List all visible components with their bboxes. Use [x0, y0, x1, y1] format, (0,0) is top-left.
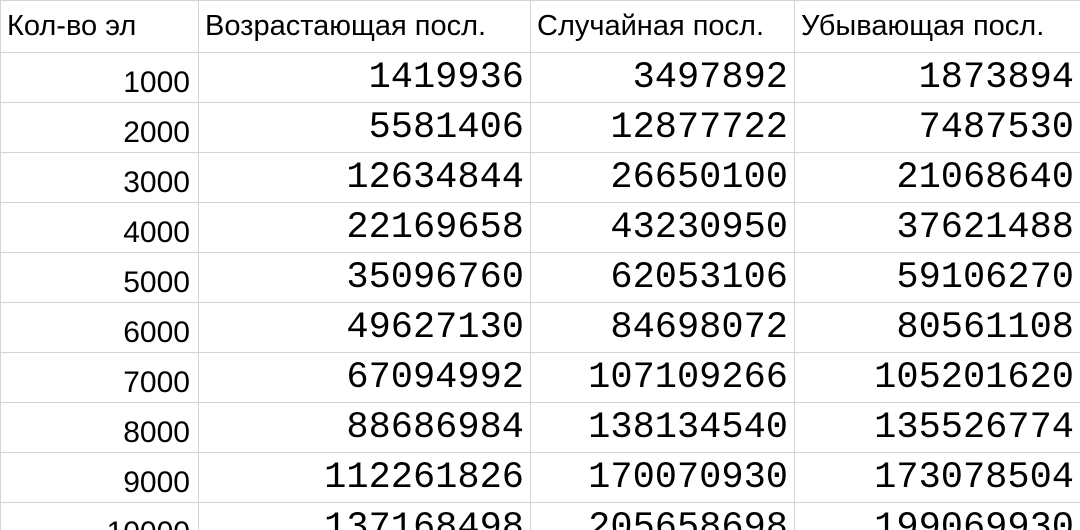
cell-descending[interactable]: 135526774	[794, 402, 1080, 453]
table-row: 9000 112261826 170070930 173078504	[0, 452, 1080, 503]
cell-descending[interactable]: 173078504	[794, 452, 1080, 503]
cell-descending[interactable]: 105201620	[794, 352, 1080, 403]
cell-count[interactable]: 8000	[0, 402, 199, 453]
table-row: 4000 22169658 43230950 37621488	[0, 202, 1080, 253]
table-row: 1000 1419936 3497892 1873894	[0, 52, 1080, 103]
header-cell-random[interactable]: Случайная посл.	[530, 0, 795, 53]
cell-ascending[interactable]: 112261826	[198, 452, 531, 503]
cell-random[interactable]: 170070930	[530, 452, 795, 503]
header-cell-descending[interactable]: Убывающая посл.	[794, 0, 1080, 53]
cell-descending[interactable]: 199069930	[794, 502, 1080, 530]
cell-descending[interactable]: 21068640	[794, 152, 1080, 203]
cell-count[interactable]: 7000	[0, 352, 199, 403]
cell-ascending[interactable]: 1419936	[198, 52, 531, 103]
table-row: 3000 12634844 26650100 21068640	[0, 152, 1080, 203]
cell-descending[interactable]: 7487530	[794, 102, 1080, 153]
cell-count[interactable]: 5000	[0, 252, 199, 303]
cell-ascending[interactable]: 5581406	[198, 102, 531, 153]
header-row: Кол-во эл Возрастающая посл. Случайная п…	[0, 0, 1080, 53]
header-cell-count[interactable]: Кол-во эл	[0, 0, 199, 53]
cell-random[interactable]: 3497892	[530, 52, 795, 103]
cell-ascending[interactable]: 88686984	[198, 402, 531, 453]
cell-count[interactable]: 3000	[0, 152, 199, 203]
table-row: 5000 35096760 62053106 59106270	[0, 252, 1080, 303]
cell-descending[interactable]: 59106270	[794, 252, 1080, 303]
cell-descending[interactable]: 80561108	[794, 302, 1080, 353]
cell-ascending[interactable]: 137168498	[198, 502, 531, 530]
cell-descending[interactable]: 1873894	[794, 52, 1080, 103]
cell-ascending[interactable]: 67094992	[198, 352, 531, 403]
cell-random[interactable]: 107109266	[530, 352, 795, 403]
cell-ascending[interactable]: 35096760	[198, 252, 531, 303]
cell-count[interactable]: 1000	[0, 52, 199, 103]
cell-ascending[interactable]: 12634844	[198, 152, 531, 203]
header-cell-ascending[interactable]: Возрастающая посл.	[198, 0, 531, 53]
cell-descending[interactable]: 37621488	[794, 202, 1080, 253]
table-row: 7000 67094992 107109266 105201620	[0, 352, 1080, 403]
cell-count[interactable]: 2000	[0, 102, 199, 153]
cell-random[interactable]: 138134540	[530, 402, 795, 453]
cell-ascending[interactable]: 49627130	[198, 302, 531, 353]
cell-random[interactable]: 84698072	[530, 302, 795, 353]
cell-count[interactable]: 4000	[0, 202, 199, 253]
cell-count[interactable]: 9000	[0, 452, 199, 503]
cell-count[interactable]: 6000	[0, 302, 199, 353]
table-row: 6000 49627130 84698072 80561108	[0, 302, 1080, 353]
table-row: 8000 88686984 138134540 135526774	[0, 402, 1080, 453]
cell-random[interactable]: 205658698	[530, 502, 795, 530]
cell-random[interactable]: 26650100	[530, 152, 795, 203]
cell-count[interactable]: 10000	[0, 502, 199, 530]
cell-random[interactable]: 12877722	[530, 102, 795, 153]
table-row: 10000 137168498 205658698 199069930	[0, 502, 1080, 530]
cell-random[interactable]: 43230950	[530, 202, 795, 253]
table-row: 2000 5581406 12877722 7487530	[0, 102, 1080, 153]
cell-ascending[interactable]: 22169658	[198, 202, 531, 253]
cell-random[interactable]: 62053106	[530, 252, 795, 303]
